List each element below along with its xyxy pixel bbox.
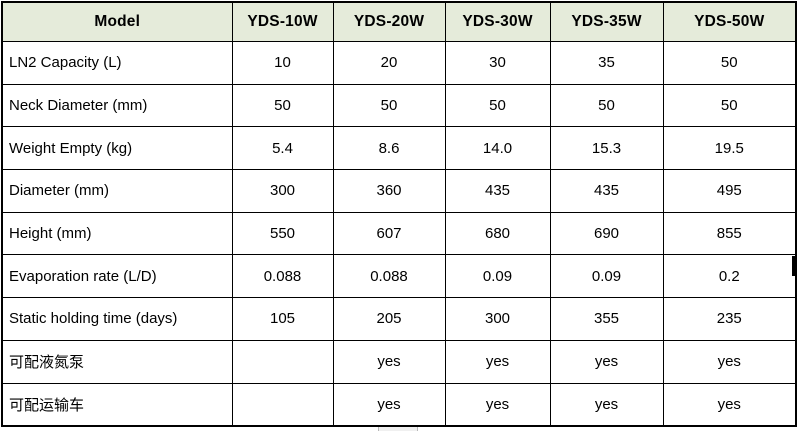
value-cell: 15.3: [549, 126, 664, 171]
value-cell: 435: [444, 169, 551, 213]
value-cell: 550: [231, 211, 334, 256]
value-cell: yes: [549, 382, 664, 427]
table-resize-handle[interactable]: [792, 256, 797, 276]
value-cell: 50: [662, 83, 797, 128]
header-cell: YDS-50W: [662, 1, 797, 42]
value-cell: 435: [549, 169, 664, 213]
table-row: Diameter (mm) 300 360 435 435 495: [1, 169, 797, 213]
value-cell: 607: [332, 211, 446, 256]
value-cell: 50: [444, 83, 551, 128]
value-cell: yes: [332, 382, 446, 427]
value-cell: 5.4: [231, 126, 334, 171]
value-cell: 14.0: [444, 126, 551, 171]
value-cell: yes: [662, 339, 797, 384]
value-cell: 20: [332, 41, 446, 85]
horizontal-scrollbar-thumb[interactable]: [378, 427, 418, 431]
value-cell: 0.09: [549, 254, 664, 299]
value-cell: yes: [444, 382, 551, 427]
table-row: Neck Diameter (mm) 50 50 50 50 50: [1, 83, 797, 128]
value-cell: 50: [549, 83, 664, 128]
row-label-cell: Diameter (mm): [1, 169, 233, 213]
value-cell: [231, 382, 334, 427]
value-cell: 50: [332, 83, 446, 128]
row-label-cell: 可配液氮泵: [1, 339, 233, 384]
row-label-cell: Static holding time (days): [1, 297, 233, 341]
row-label-cell: 可配运输车: [1, 382, 233, 427]
value-cell: yes: [444, 339, 551, 384]
value-cell: 0.088: [332, 254, 446, 299]
value-cell: 495: [662, 169, 797, 213]
header-cell: YDS-35W: [549, 1, 664, 42]
value-cell: 235: [662, 297, 797, 341]
value-cell: 300: [444, 297, 551, 341]
row-label-cell: Height (mm): [1, 211, 233, 256]
value-cell: 205: [332, 297, 446, 341]
header-cell: YDS-10W: [231, 1, 334, 42]
value-cell: 50: [231, 83, 334, 128]
table-row: LN2 Capacity (L) 10 20 30 35 50: [1, 41, 797, 85]
value-cell: 0.2: [662, 254, 797, 299]
value-cell: 19.5: [662, 126, 797, 171]
value-cell: 8.6: [332, 126, 446, 171]
table-row: Height (mm) 550 607 680 690 855: [1, 211, 797, 256]
header-cell-model: Model: [1, 1, 233, 42]
table-row: 可配液氮泵 yes yes yes yes: [1, 339, 797, 384]
value-cell: yes: [662, 382, 797, 427]
header-cell: YDS-30W: [444, 1, 551, 42]
table-row: 可配运输车 yes yes yes yes: [1, 382, 797, 427]
value-cell: 0.088: [231, 254, 334, 299]
table-row: Evaporation rate (L/D) 0.088 0.088 0.09 0.09…: [1, 254, 797, 299]
value-cell: 680: [444, 211, 551, 256]
value-cell: yes: [332, 339, 446, 384]
value-cell: 105: [231, 297, 334, 341]
spec-table-header: Model YDS-10W YDS-20W YDS-30W YDS-35W YDS-50W: [1, 1, 797, 42]
value-cell: 855: [662, 211, 797, 256]
value-cell: 35: [549, 41, 664, 85]
value-cell: 360: [332, 169, 446, 213]
row-label-cell: LN2 Capacity (L): [1, 41, 233, 85]
value-cell: 30: [444, 41, 551, 85]
row-label-cell: Weight Empty (kg): [1, 126, 233, 171]
header-row: Model YDS-10W YDS-20W YDS-30W YDS-35W YDS-50W: [1, 1, 797, 42]
row-label-cell: Evaporation rate (L/D): [1, 254, 233, 299]
value-cell: 50: [662, 41, 797, 85]
value-cell: yes: [549, 339, 664, 384]
row-label-cell: Neck Diameter (mm): [1, 83, 233, 128]
table-row: Static holding time (days) 105 205 300 355 23…: [1, 297, 797, 341]
value-cell: 0.09: [444, 254, 551, 299]
value-cell: 355: [549, 297, 664, 341]
value-cell: 10: [231, 41, 334, 85]
header-cell: YDS-20W: [332, 1, 446, 42]
spec-table-body: LN2 Capacity (L) 10 20 30 35 50 Neck Diameter …: [1, 41, 797, 427]
value-cell: 690: [549, 211, 664, 256]
table-row: Weight Empty (kg) 5.4 8.6 14.0 15.3 19.5: [1, 126, 797, 171]
value-cell: 300: [231, 169, 334, 213]
value-cell: [231, 339, 334, 384]
